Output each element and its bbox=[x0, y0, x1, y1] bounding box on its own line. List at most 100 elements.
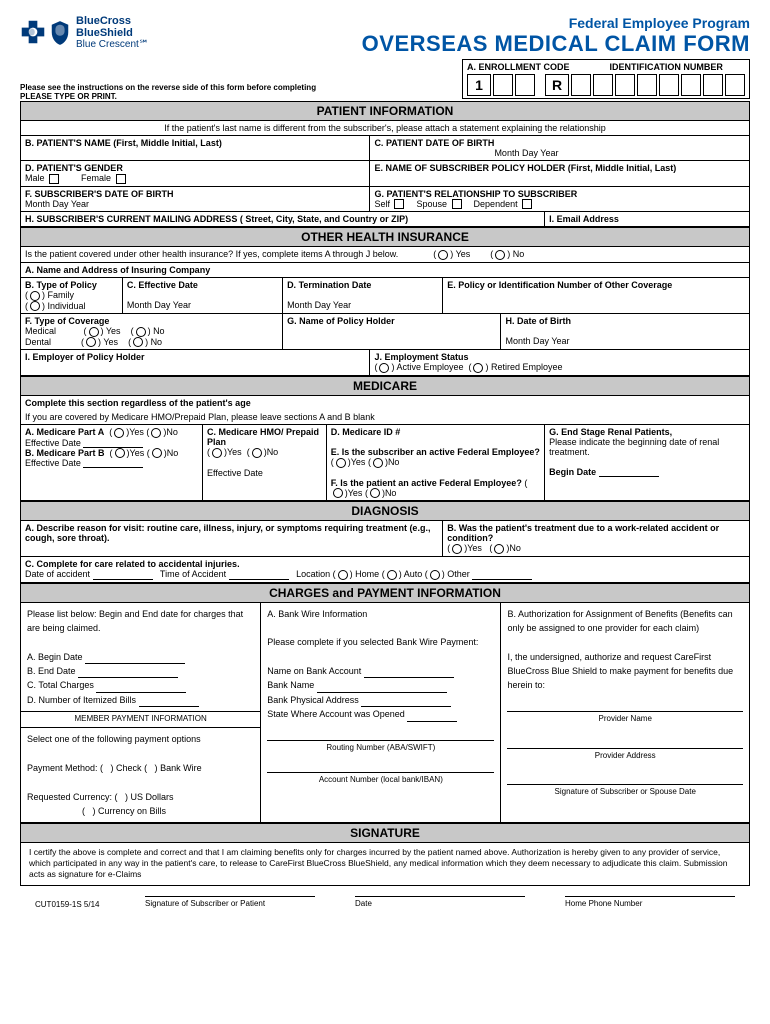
id-box-8[interactable] bbox=[725, 74, 745, 96]
den-no-radio[interactable] bbox=[133, 337, 143, 347]
toa-field[interactable] bbox=[229, 570, 289, 580]
med-no-radio[interactable] bbox=[136, 327, 146, 337]
ma-yes[interactable] bbox=[114, 428, 124, 438]
fam-radio[interactable] bbox=[30, 291, 40, 301]
id-box-3[interactable] bbox=[615, 74, 635, 96]
me-yes[interactable] bbox=[336, 458, 346, 468]
ohi-yes-radio[interactable] bbox=[438, 250, 448, 260]
blueshield-icon bbox=[49, 19, 71, 47]
mb-no[interactable] bbox=[152, 448, 162, 458]
certification-text: I certify the above is complete and corr… bbox=[20, 843, 750, 885]
ohi-no-radio[interactable] bbox=[495, 250, 505, 260]
medicare-note: If you are covered by Medicare HMO/Prepa… bbox=[21, 410, 749, 424]
dep-label: Dependent bbox=[474, 199, 518, 209]
section-charges-head: CHARGES and PAYMENT INFORMATION bbox=[20, 583, 750, 603]
footer-phone: Home Phone Number bbox=[565, 896, 735, 909]
member-head: MEMBER PAYMENT INFORMATION bbox=[21, 711, 260, 728]
patient-dob-label: C. PATIENT DATE OF BIRTH bbox=[374, 138, 494, 148]
mf-yes[interactable] bbox=[333, 488, 343, 498]
footer-date: Date bbox=[355, 896, 525, 909]
id-box-r[interactable]: R bbox=[545, 74, 569, 96]
self-check[interactable] bbox=[394, 199, 404, 209]
dep-check[interactable] bbox=[522, 199, 532, 209]
spouse-label: Spouse bbox=[416, 199, 447, 209]
spouse-check[interactable] bbox=[452, 199, 462, 209]
ohi-g-label: G. Name of Policy Holder bbox=[287, 316, 395, 326]
ohi-i-label: I. Employer of Policy Holder bbox=[25, 352, 145, 362]
bank-field[interactable] bbox=[317, 683, 447, 693]
mc-no[interactable] bbox=[252, 448, 262, 458]
ret-radio[interactable] bbox=[473, 363, 483, 373]
relationship-label: G. PATIENT'S RELATIONSHIP TO SUBSCRIBER bbox=[374, 189, 577, 199]
footer-sig: Signature of Subscriber or Patient bbox=[145, 896, 315, 909]
bankname-field[interactable] bbox=[364, 668, 454, 678]
id-box-7[interactable] bbox=[703, 74, 723, 96]
id-box-1[interactable] bbox=[571, 74, 591, 96]
id-box-2[interactable] bbox=[593, 74, 613, 96]
code-box-1[interactable]: 1 bbox=[467, 74, 491, 96]
prov-addr: Provider Address bbox=[507, 748, 743, 763]
male-label: Male bbox=[25, 173, 45, 183]
me-no[interactable] bbox=[373, 458, 383, 468]
begindate-field[interactable] bbox=[85, 654, 185, 664]
ohi-question: Is the patient covered under other healt… bbox=[25, 249, 398, 259]
id-label: IDENTIFICATION NUMBER bbox=[610, 62, 723, 72]
loc-auto[interactable] bbox=[387, 570, 397, 580]
female-check[interactable] bbox=[116, 174, 126, 184]
form-number: CUT0159-1S 5/14 bbox=[35, 898, 105, 909]
diag-b: B. Was the patient's treatment due to a … bbox=[447, 523, 719, 543]
bankaddr-field[interactable] bbox=[361, 697, 451, 707]
ohi-b-label: B. Type of Policy bbox=[25, 280, 97, 290]
den-yes-radio[interactable] bbox=[86, 337, 96, 347]
logo-line2: BlueShield bbox=[76, 27, 149, 39]
loc-other[interactable] bbox=[430, 570, 440, 580]
patient-note: If the patient's last name is different … bbox=[20, 121, 750, 136]
mc-yes[interactable] bbox=[212, 448, 222, 458]
section-ohi-head: OTHER HEALTH INSURANCE bbox=[20, 227, 750, 247]
ind-radio[interactable] bbox=[30, 301, 40, 311]
enddate-field[interactable] bbox=[78, 668, 178, 678]
total-field[interactable] bbox=[96, 683, 186, 693]
code-box-3[interactable] bbox=[515, 74, 535, 96]
bills-field[interactable] bbox=[139, 697, 199, 707]
email-label: I. Email Address bbox=[549, 214, 619, 224]
ma-eff-field[interactable] bbox=[83, 438, 143, 448]
logo-line1: BlueCross bbox=[76, 15, 149, 27]
enrollment-label: A. ENROLLMENT CODE bbox=[467, 62, 570, 72]
mf-no[interactable] bbox=[370, 488, 380, 498]
code-box-2[interactable] bbox=[493, 74, 513, 96]
med-yes-radio[interactable] bbox=[89, 327, 99, 337]
male-check[interactable] bbox=[49, 174, 59, 184]
bluecross-icon bbox=[20, 19, 46, 45]
form-title: OVERSEAS MEDICAL CLAIM FORM bbox=[149, 31, 750, 57]
acct-label: Account Number (local bank/IBAN) bbox=[267, 772, 494, 787]
fep-title: Federal Employee Program bbox=[149, 15, 750, 31]
ma-no[interactable] bbox=[151, 428, 161, 438]
id-box-5[interactable] bbox=[659, 74, 679, 96]
section-sig-head: SIGNATURE bbox=[20, 823, 750, 843]
mb-eff-field[interactable] bbox=[83, 458, 143, 468]
diag-no[interactable] bbox=[494, 544, 504, 554]
act-radio[interactable] bbox=[379, 363, 389, 373]
doa-field[interactable] bbox=[93, 570, 153, 580]
patient-name-label: B. PATIENT'S NAME (First, Middle Initial… bbox=[25, 138, 222, 148]
section-diagnosis-head: DIAGNOSIS bbox=[20, 501, 750, 521]
ohi-f-label: F. Type of Coverage bbox=[25, 316, 109, 326]
id-box-4[interactable] bbox=[637, 74, 657, 96]
ohi-h-label: H. Date of Birth bbox=[505, 316, 571, 326]
ohi-c-label: C. Effective Date bbox=[127, 280, 198, 290]
routing-label: Routing Number (ABA/SWIFT) bbox=[267, 740, 494, 755]
loc-home[interactable] bbox=[338, 570, 348, 580]
other-field[interactable] bbox=[472, 570, 532, 580]
begin-date-field[interactable] bbox=[599, 467, 659, 477]
sub-holder-label: E. NAME OF SUBSCRIBER POLICY HOLDER (Fir… bbox=[374, 163, 676, 173]
prov-name: Provider Name bbox=[507, 711, 743, 726]
diag-yes[interactable] bbox=[452, 544, 462, 554]
ohi-j-label: J. Employment Status bbox=[374, 352, 468, 362]
section-patient-head: PATIENT INFORMATION bbox=[20, 101, 750, 121]
state-field[interactable] bbox=[407, 712, 457, 722]
mb-yes[interactable] bbox=[115, 448, 125, 458]
id-box-6[interactable] bbox=[681, 74, 701, 96]
dob-mdy: Month Day Year bbox=[494, 148, 558, 158]
sub-dob-label: F. SUBSCRIBER'S DATE OF BIRTH bbox=[25, 189, 173, 199]
